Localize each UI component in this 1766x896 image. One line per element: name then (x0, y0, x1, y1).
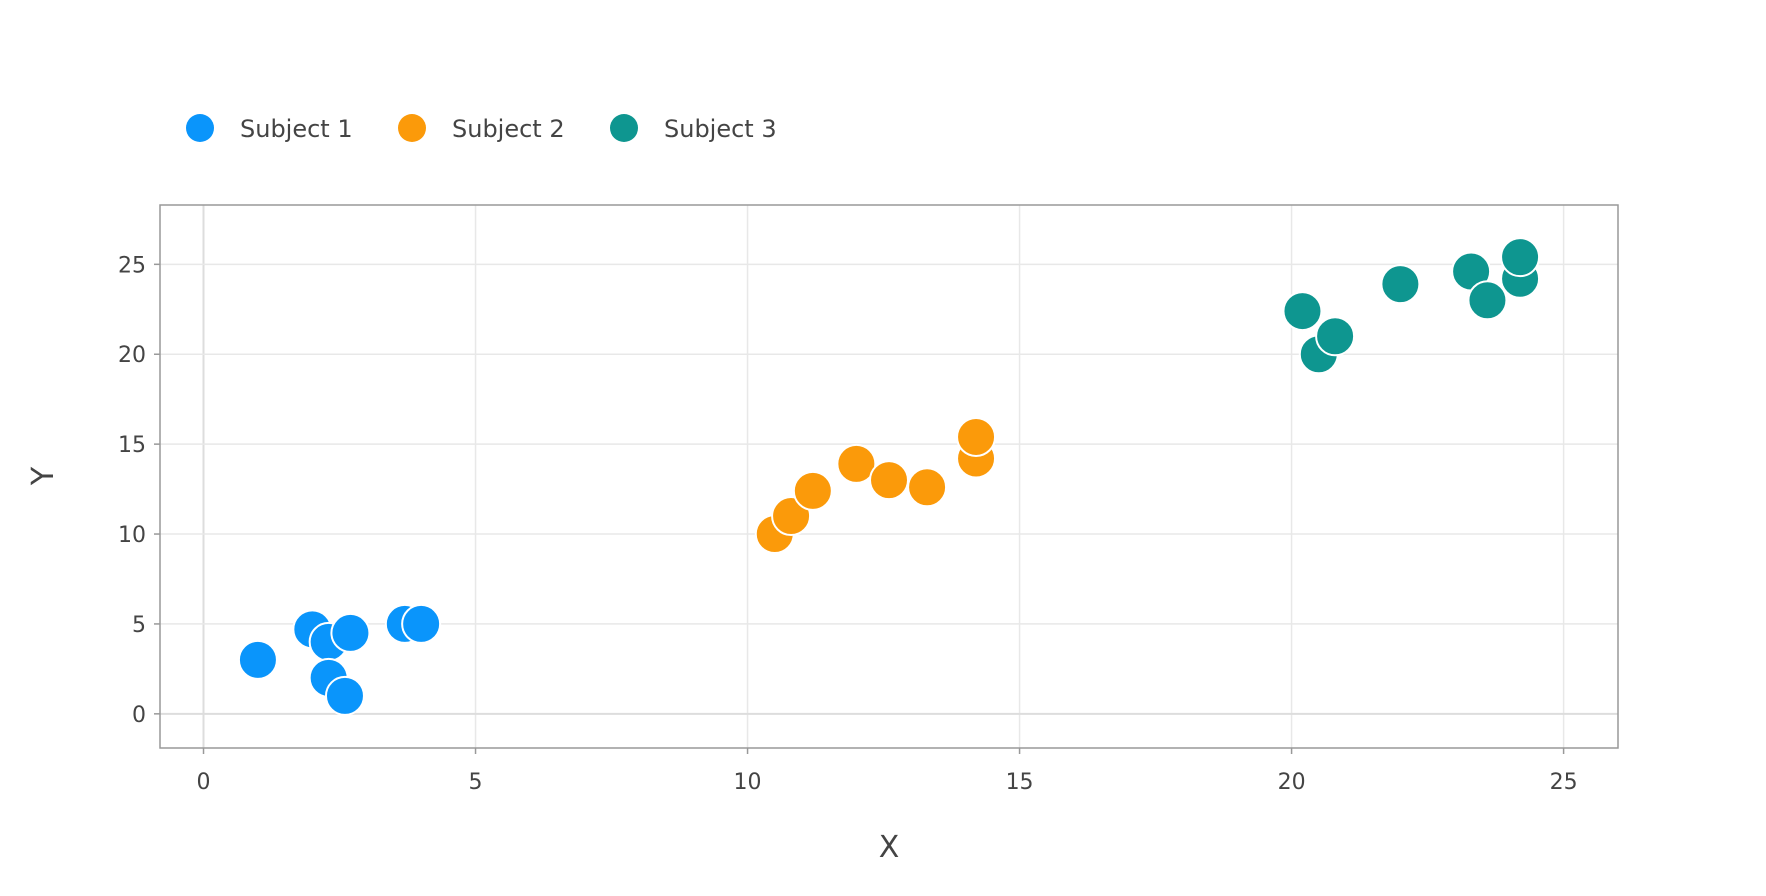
legend-marker (398, 114, 426, 142)
legend-label: Subject 3 (664, 115, 777, 143)
data-point[interactable] (324, 675, 365, 716)
x-tick-label: 0 (197, 770, 211, 795)
x-tick-label: 5 (469, 770, 483, 795)
y-tick-label: 15 (118, 433, 146, 458)
legend-item-subject-3[interactable]: Subject 3 (610, 114, 777, 143)
y-axis-title: Y (26, 466, 61, 486)
x-axis-title: X (879, 830, 900, 865)
data-point[interactable] (237, 639, 278, 680)
legend-item-subject-2[interactable]: Subject 2 (398, 114, 565, 143)
x-tick-label: 25 (1550, 770, 1578, 795)
x-axis-ticks: 0 5 10 15 20 25 (197, 748, 1578, 795)
x-tick-label: 10 (734, 770, 762, 795)
data-point[interactable] (869, 460, 909, 501)
data-point[interactable] (1380, 264, 1421, 305)
data-point[interactable] (836, 443, 877, 484)
y-axis-ticks: 0 5 10 15 20 25 (118, 253, 160, 728)
data-point[interactable] (401, 603, 442, 644)
legend-label: Subject 2 (452, 115, 565, 143)
data-point[interactable] (907, 467, 948, 508)
data-point[interactable] (1500, 237, 1541, 278)
legend-item-subject-1[interactable]: Subject 1 (186, 114, 353, 143)
y-tick-label: 5 (132, 613, 146, 638)
data-points (237, 237, 1541, 716)
x-tick-label: 20 (1278, 770, 1306, 795)
data-point[interactable] (1282, 291, 1323, 332)
y-tick-label: 25 (118, 253, 146, 278)
y-tick-label: 20 (118, 343, 146, 368)
legend-label: Subject 1 (240, 115, 353, 143)
data-point[interactable] (1315, 316, 1356, 357)
legend-marker (610, 114, 638, 142)
grid-lines (160, 205, 1618, 748)
x-tick-label: 15 (1006, 770, 1034, 795)
y-tick-label: 10 (118, 523, 146, 548)
legend[interactable]: Subject 1 Subject 2 Subject 3 (186, 114, 777, 143)
series-1 (237, 603, 442, 716)
data-point[interactable] (792, 470, 833, 511)
series-3 (1282, 237, 1541, 375)
plot-frame (159, 204, 1619, 749)
series-2 (754, 416, 997, 555)
y-tick-label: 0 (132, 703, 146, 728)
data-point[interactable] (1467, 280, 1508, 321)
data-point[interactable] (330, 612, 371, 653)
legend-marker (186, 114, 214, 142)
data-point[interactable] (956, 416, 997, 457)
